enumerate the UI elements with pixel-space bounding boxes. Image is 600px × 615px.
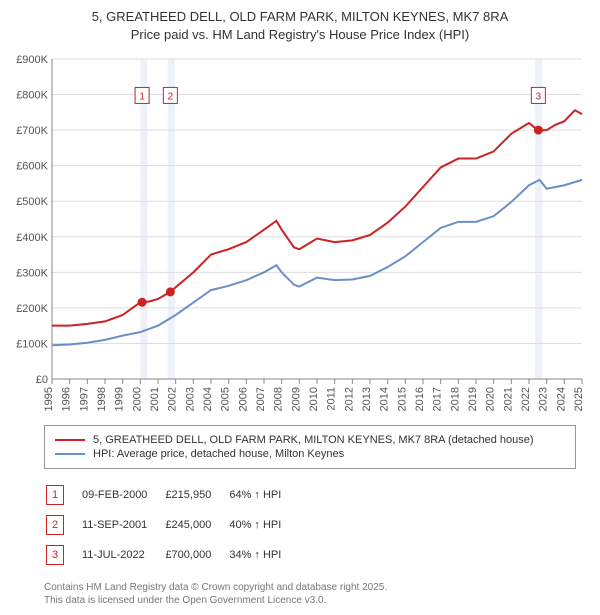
title-line1: 5, GREATHEED DELL, OLD FARM PARK, MILTON…	[92, 9, 509, 24]
sale-number-box: 1	[46, 485, 64, 505]
svg-text:£500K: £500K	[16, 196, 48, 208]
svg-text:2024: 2024	[555, 387, 567, 411]
svg-text:£600K: £600K	[16, 161, 48, 173]
svg-text:1996: 1996	[61, 387, 73, 411]
svg-text:2005: 2005	[220, 387, 232, 411]
svg-text:2011: 2011	[326, 387, 338, 411]
svg-text:2019: 2019	[467, 387, 479, 411]
legend-label: 5, GREATHEED DELL, OLD FARM PARK, MILTON…	[93, 434, 534, 446]
sale-vs-hpi: 64% ↑ HPI	[229, 481, 297, 509]
svg-text:2: 2	[168, 92, 174, 103]
svg-text:2000: 2000	[131, 387, 143, 411]
svg-text:1998: 1998	[96, 387, 108, 411]
svg-text:2001: 2001	[149, 387, 161, 411]
legend-label: HPI: Average price, detached house, Milt…	[93, 448, 344, 460]
svg-text:£800K: £800K	[16, 90, 48, 102]
svg-text:£900K: £900K	[16, 54, 48, 66]
svg-text:2013: 2013	[361, 387, 373, 411]
svg-text:2009: 2009	[290, 387, 302, 411]
svg-text:2020: 2020	[485, 387, 497, 411]
footer-line1: Contains HM Land Registry data © Crown c…	[44, 582, 387, 593]
sale-price: £700,000	[165, 541, 227, 569]
svg-text:2023: 2023	[538, 387, 550, 411]
sale-vs-hpi: 40% ↑ HPI	[229, 511, 297, 539]
svg-text:2012: 2012	[343, 387, 355, 411]
svg-text:2007: 2007	[255, 387, 267, 411]
svg-text:1997: 1997	[78, 387, 90, 411]
svg-text:£0: £0	[36, 374, 48, 386]
sale-price: £245,000	[165, 511, 227, 539]
sale-number-box: 2	[46, 515, 64, 535]
svg-text:2015: 2015	[396, 387, 408, 411]
svg-text:2022: 2022	[520, 387, 532, 411]
legend-row: 5, GREATHEED DELL, OLD FARM PARK, MILTON…	[55, 434, 565, 446]
footer-line2: This data is licensed under the Open Gov…	[44, 595, 326, 606]
chart-area: £0 £100K £200K £300K £400K £500K £600K £700K £80…	[8, 49, 592, 419]
title-line2: Price paid vs. HM Land Registry's House …	[131, 27, 469, 42]
series-hpi	[52, 180, 582, 345]
svg-text:2008: 2008	[273, 387, 285, 411]
sale-date: 09-FEB-2000	[82, 481, 163, 509]
sale-date: 11-JUL-2022	[82, 541, 163, 569]
svg-text:2004: 2004	[202, 387, 214, 411]
sale-row: 1 09-FEB-2000£215,95064% ↑ HPI	[46, 481, 297, 509]
svg-text:1: 1	[139, 92, 145, 103]
sale-vs-hpi: 34% ↑ HPI	[229, 541, 297, 569]
svg-text:2014: 2014	[379, 387, 391, 411]
svg-text:1995: 1995	[43, 387, 55, 411]
svg-text:£100K: £100K	[16, 339, 48, 351]
footer: Contains HM Land Registry data © Crown c…	[44, 581, 592, 607]
svg-text:1999: 1999	[114, 387, 126, 411]
svg-text:2017: 2017	[432, 387, 444, 411]
svg-text:2025: 2025	[573, 387, 585, 411]
sale-row: 2 11-SEP-2001£245,00040% ↑ HPI	[46, 511, 297, 539]
svg-text:2018: 2018	[449, 387, 461, 411]
sale-date: 11-SEP-2001	[82, 511, 163, 539]
svg-text:£400K: £400K	[16, 232, 48, 244]
chart-title: 5, GREATHEED DELL, OLD FARM PARK, MILTON…	[8, 8, 592, 43]
legend-swatch	[55, 439, 85, 441]
svg-text:2006: 2006	[237, 387, 249, 411]
svg-text:2016: 2016	[414, 387, 426, 411]
legend-swatch	[55, 453, 85, 455]
series-subject	[52, 110, 582, 325]
sale-row: 3 11-JUL-2022£700,00034% ↑ HPI	[46, 541, 297, 569]
sales-table: 1 09-FEB-2000£215,95064% ↑ HPI 2 11-SEP-200…	[44, 479, 299, 571]
svg-text:2010: 2010	[308, 387, 320, 411]
price-chart: £0 £100K £200K £300K £400K £500K £600K £700K £80…	[8, 49, 592, 419]
svg-text:2002: 2002	[167, 387, 179, 411]
svg-text:£300K: £300K	[16, 267, 48, 279]
sale-number-box: 3	[46, 545, 64, 565]
svg-text:£700K: £700K	[16, 125, 48, 137]
legend: 5, GREATHEED DELL, OLD FARM PARK, MILTON…	[44, 425, 576, 469]
legend-row: HPI: Average price, detached house, Milt…	[55, 448, 565, 460]
svg-text:2003: 2003	[184, 387, 196, 411]
svg-text:3: 3	[536, 92, 542, 103]
svg-text:£200K: £200K	[16, 303, 48, 315]
sale-price: £215,950	[165, 481, 227, 509]
svg-text:2021: 2021	[502, 387, 514, 411]
